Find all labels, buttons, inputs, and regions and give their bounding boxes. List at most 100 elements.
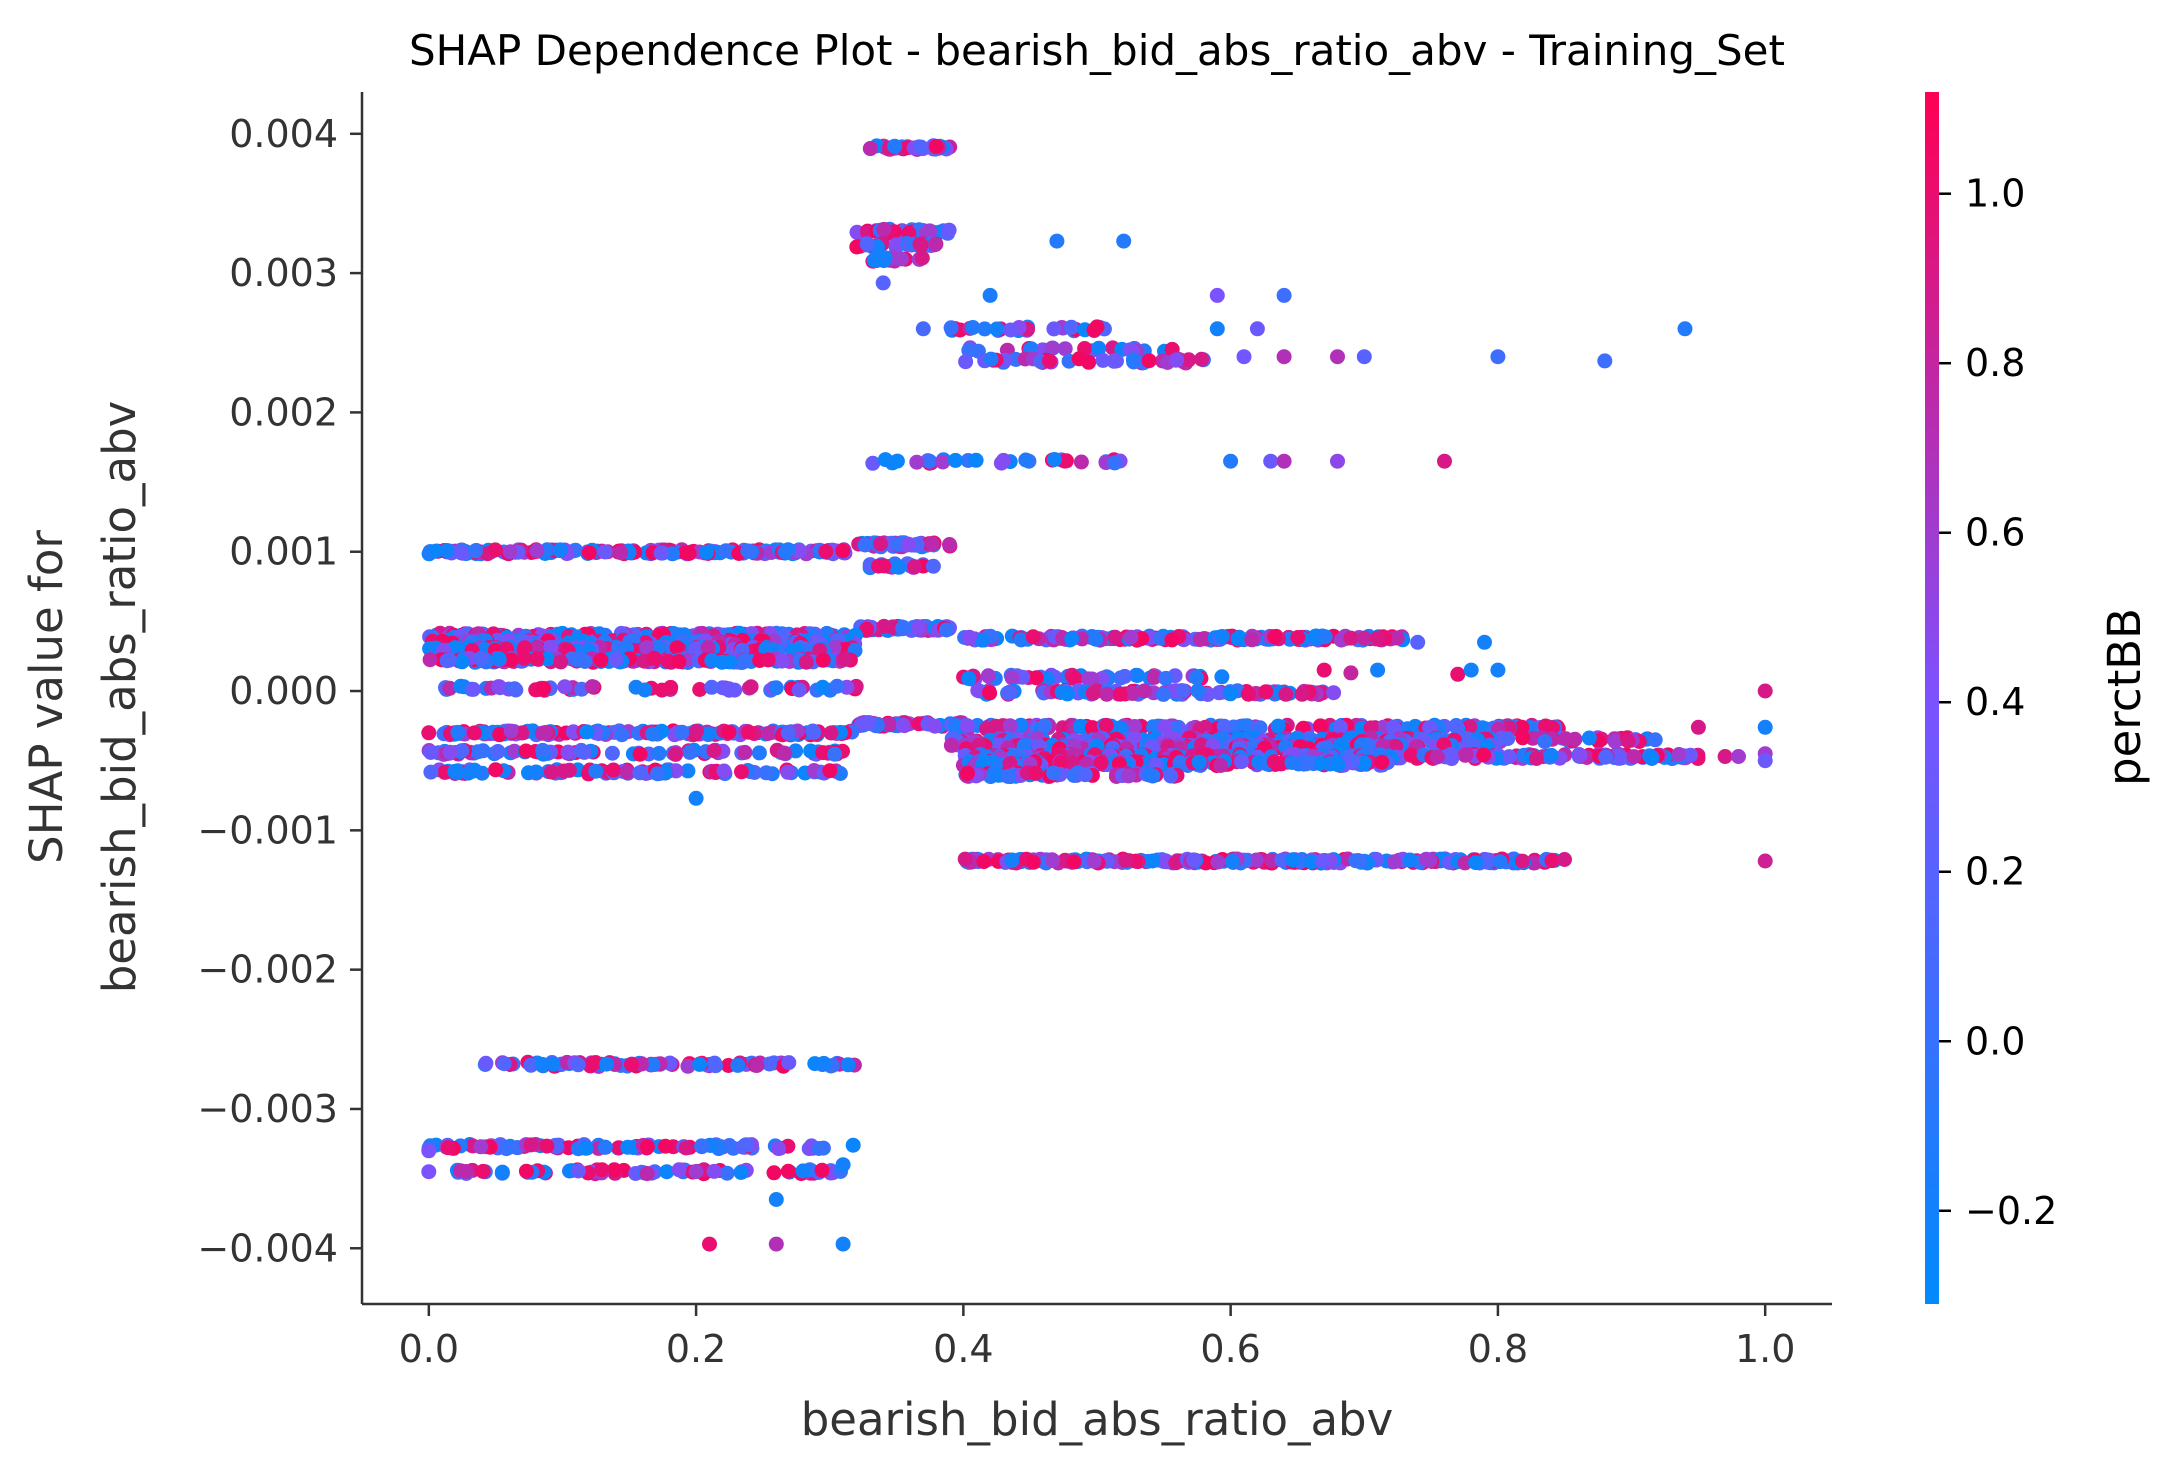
data-point [716,763,732,779]
data-point [1248,852,1264,868]
data-point [1025,629,1041,645]
data-point [466,725,482,741]
colorbar-tick-label: 0.2 [1965,850,2025,894]
data-point [957,851,973,867]
data-point [658,1138,673,1154]
data-point [896,620,911,635]
data-point [1458,747,1474,763]
data-point [958,354,974,370]
data-point [768,1192,784,1207]
data-point [924,536,940,552]
data-point [421,1143,437,1159]
colorbar-ticks: 1.0 0.8 0.6 0.4 0.2 0.0 −0.2 [1939,172,2057,1233]
data-point [829,678,845,694]
data-point [927,718,943,734]
data-point [688,641,704,657]
y-tick-label: −0.003 [197,1087,338,1131]
data-point [1158,670,1174,686]
data-point [651,745,667,761]
data-point [529,651,545,667]
data-point [700,640,716,655]
data-point [1244,632,1260,648]
data-point [1175,683,1191,699]
data-point [478,1055,494,1071]
data-point [1028,765,1044,781]
data-point [1223,453,1239,469]
data-point [561,762,577,778]
data-point [915,321,931,337]
data-point [815,652,831,668]
data-point [1492,854,1508,870]
data-point [760,652,776,668]
data-point [1209,287,1225,303]
data-point [1145,768,1161,784]
data-point [795,1163,811,1179]
data-point [573,742,589,758]
data-point [605,762,621,778]
data-point [1317,629,1333,645]
data-point [768,680,784,696]
data-point [1081,354,1097,370]
data-point [1258,684,1274,700]
data-point [545,1056,561,1072]
data-point [1671,747,1687,762]
data-point [704,679,720,695]
data-point [1120,768,1136,784]
data-point [1002,718,1018,734]
y-tick-label: 0.004 [229,112,338,156]
data-point [518,1163,534,1179]
data-point [989,321,1005,337]
data-point [1210,854,1226,870]
data-point [1081,671,1096,687]
data-point [977,321,993,337]
data-point [778,544,793,560]
data-point [421,1164,437,1180]
data-point [887,138,903,154]
data-point [1213,758,1229,773]
data-point [1047,452,1062,467]
data-point [1063,319,1079,335]
data-point [688,790,704,806]
data-point [1544,720,1560,736]
data-point [840,1057,856,1073]
data-point [865,455,881,471]
data-point [646,650,662,666]
data-point [942,537,957,552]
data-point [534,725,550,741]
data-point [1263,453,1279,469]
data-point [496,1056,512,1072]
data-point [539,651,555,667]
y-tick-label: 0.002 [229,390,338,434]
data-point [688,1164,704,1180]
data-point [1192,632,1208,647]
data-point [1098,717,1114,733]
data-point [552,542,568,558]
data-point [490,744,506,759]
y-tick-label: −0.004 [197,1226,338,1270]
data-point [1116,233,1132,249]
data-point [1490,662,1506,678]
data-point [503,723,519,739]
data-point [553,654,569,670]
data-point [882,716,898,732]
data-point [588,1055,604,1070]
data-point [730,1057,746,1073]
data-point [1112,686,1128,702]
data-point [624,1056,639,1072]
data-point [707,1055,723,1071]
data-point [751,745,767,761]
data-point [1468,855,1484,871]
data-point [1157,719,1173,735]
data-point [982,287,998,303]
data-point [835,1157,851,1173]
data-point [1163,768,1179,784]
data-point [491,679,507,695]
data-point [1290,630,1306,645]
colorbar-tick-label: 0.8 [1965,341,2025,385]
data-point [639,1166,655,1182]
data-point [941,222,957,238]
data-point [1683,747,1698,763]
data-point [891,559,907,575]
data-point [439,543,455,558]
